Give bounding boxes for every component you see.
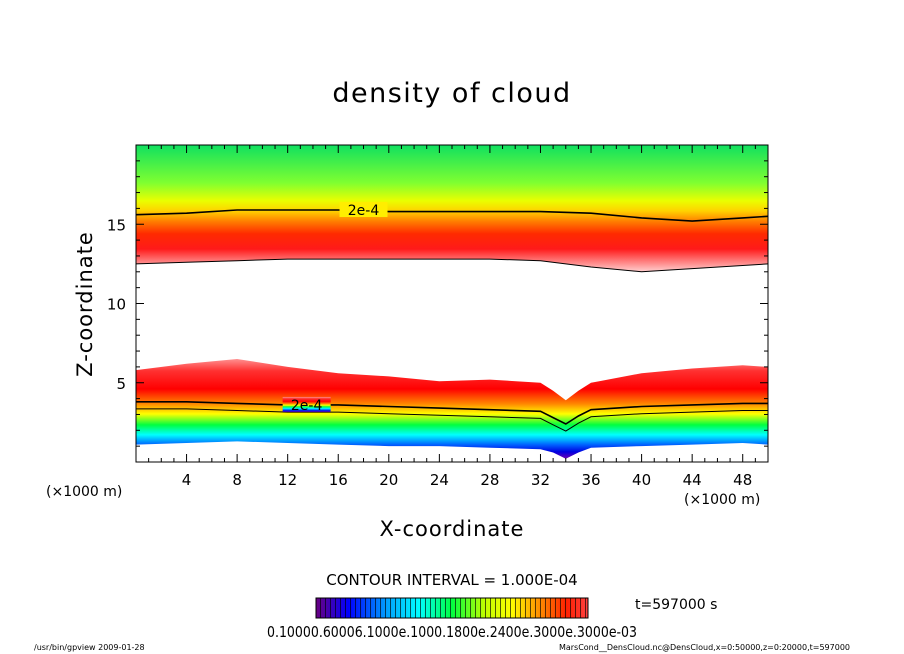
x-tick-label: 24 — [430, 471, 449, 489]
lower-contour-label-bg — [282, 396, 331, 412]
upper-contour-2e-4 — [136, 209, 768, 222]
colorbar-stripe-overlay — [316, 598, 588, 618]
x-tick-label: 32 — [531, 471, 550, 489]
x-tick-label: 12 — [278, 471, 297, 489]
lower-contour-label: 2e-4 — [291, 398, 323, 414]
x-tick-label: 20 — [379, 471, 398, 489]
y-tick-label: 10 — [107, 296, 126, 314]
y-tick-label: 15 — [107, 216, 126, 234]
y-tick-label: 5 — [116, 375, 126, 393]
x-axis-label: X-coordinate — [380, 517, 525, 541]
upper-contour-label: 2e-4 — [348, 203, 380, 219]
colorbar-frame — [315, 597, 589, 619]
x-unit-left: (×1000 m) — [46, 484, 122, 500]
upper-layer-lower-edge-contour — [136, 258, 768, 273]
y-axis-label: Z-coordinate — [73, 231, 97, 377]
x-unit-right: (×1000 m) — [684, 492, 760, 508]
x-tick-label: 48 — [733, 471, 752, 489]
x-tick-label: 4 — [182, 471, 192, 489]
footer-right: MarsCond__DensCloud.nc@DensCloud,x=0:500… — [559, 643, 850, 652]
footer-left: /usr/bin/gpview 2009-01-28 — [34, 643, 145, 652]
lower-contour-secondary — [136, 408, 768, 432]
colorbar — [315, 597, 589, 619]
contour-interval-text: CONTOUR INTERVAL = 1.000E-04 — [326, 571, 577, 589]
x-tick-label: 8 — [232, 471, 242, 489]
plot-area: 2e-4 2e-4 — [136, 145, 768, 459]
colorbar-tick-labels: 0.10000.60006.1000e.1000.1800e.2400e.300… — [267, 623, 637, 641]
x-tick-label: 28 — [480, 471, 499, 489]
chart-title: density of cloud — [332, 78, 571, 109]
x-tick-label: 44 — [683, 471, 702, 489]
x-tick-label: 36 — [581, 471, 600, 489]
upper-cloud-layer — [136, 145, 768, 272]
x-tick-label: 40 — [632, 471, 651, 489]
upper-contour-label-bg — [339, 201, 388, 217]
lower-contour-2e-4 — [136, 401, 768, 425]
x-tick-label: 16 — [329, 471, 348, 489]
time-label: t=597000 s — [635, 597, 717, 613]
